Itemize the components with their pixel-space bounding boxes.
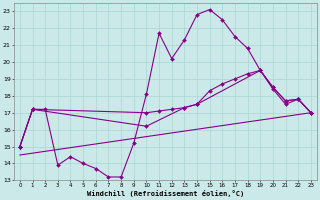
X-axis label: Windchill (Refroidissement éolien,°C): Windchill (Refroidissement éolien,°C) — [87, 190, 244, 197]
